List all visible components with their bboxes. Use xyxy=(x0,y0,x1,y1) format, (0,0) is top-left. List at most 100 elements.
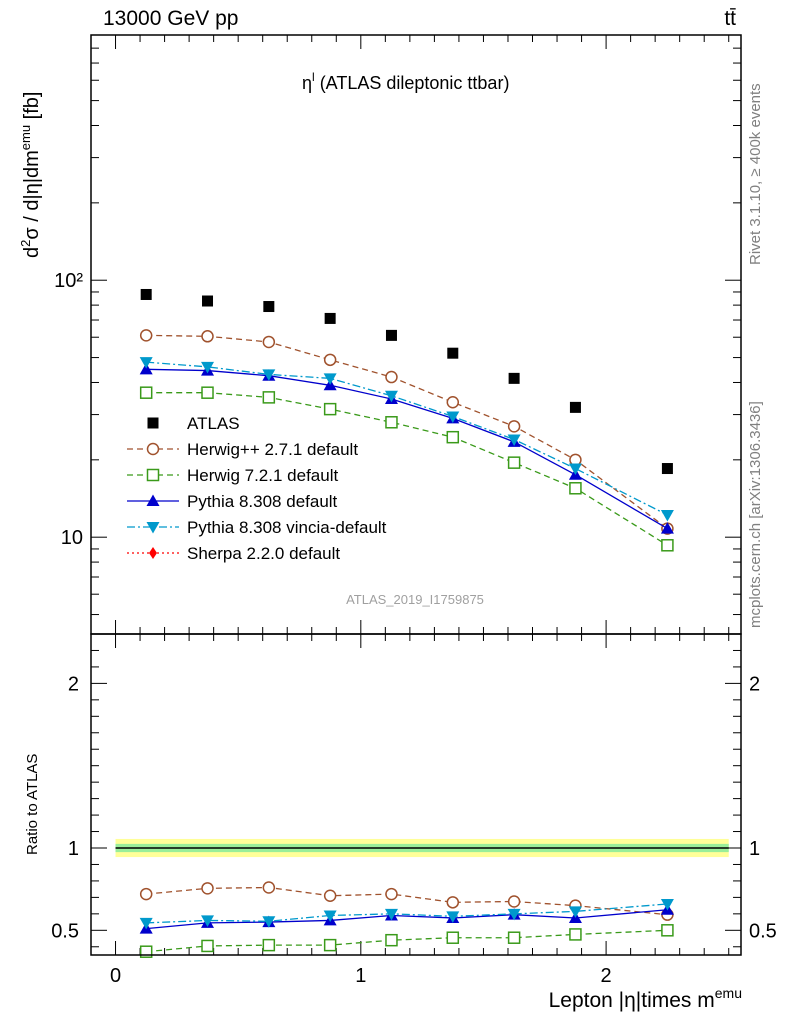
ratio-point-3 xyxy=(507,908,521,921)
ratio-point-1 xyxy=(139,945,153,958)
ratio-y-tick-label-right: 2 xyxy=(749,673,760,695)
ratio-point-1 xyxy=(385,933,398,947)
legend-marker-0 xyxy=(147,417,159,429)
legend-label-3: Pythia 8.308 default xyxy=(187,492,338,511)
ratio-point-0 xyxy=(201,882,214,895)
ratio-point-1 xyxy=(262,938,276,952)
y-tick-label: 10² xyxy=(54,270,83,292)
ratio-point-1 xyxy=(446,931,460,944)
ylabel-mid: σ / d|η|dm xyxy=(21,150,43,239)
legend-marker-3 xyxy=(146,494,160,506)
main-title-sup: l xyxy=(312,70,315,84)
legend-marker-2 xyxy=(146,468,160,482)
ratio-line-1 xyxy=(146,929,668,953)
data-point-4 xyxy=(201,361,215,374)
data-point-2 xyxy=(446,430,460,444)
ratio-panel: 0.5 0.5 1 1 2 2 0 1 2 xyxy=(51,633,777,987)
data-point-0 xyxy=(140,288,152,300)
mcplots-label: mcplots.cern.ch [arXiv:1306.3436] xyxy=(747,401,764,628)
data-point-2 xyxy=(507,456,521,469)
ratio-point-0 xyxy=(507,895,521,908)
main-title: ηl (ATLAS dileptonic ttbar) xyxy=(302,70,509,93)
main-y-axis-label: d2σ / d|η|dmemu [fb] xyxy=(18,92,43,258)
ratio-y-tick-label-right: 0.5 xyxy=(749,920,777,942)
data-point-1 xyxy=(507,420,521,433)
data-point-4 xyxy=(384,390,398,403)
ratio-y-tick-label: 1 xyxy=(68,838,79,860)
data-point-0 xyxy=(661,463,673,475)
legend-label-0: ATLAS xyxy=(187,414,240,433)
ratio-point-1 xyxy=(661,924,674,937)
x-tick-label: 1 xyxy=(355,965,366,987)
ratio-point-3 xyxy=(568,906,582,918)
data-point-2 xyxy=(661,539,674,552)
series-line-4 xyxy=(146,361,668,516)
header-process: 13000 GeV pp xyxy=(103,7,238,30)
data-point-1 xyxy=(323,353,337,367)
series-line-2 xyxy=(146,392,668,546)
legend-label-1: Herwig++ 2.7.1 default xyxy=(187,440,358,459)
data-point-0 xyxy=(385,329,397,341)
data-point-2 xyxy=(323,402,337,416)
ratio-y-tick-label: 2 xyxy=(68,673,79,695)
ylabel-unit: [fb] xyxy=(21,92,43,125)
data-point-4 xyxy=(660,509,674,522)
ratio-point-0 xyxy=(385,887,398,901)
xlabel-main: Lepton |η|times m xyxy=(549,989,715,1012)
data-point-1 xyxy=(262,335,276,349)
legend-marker-5 xyxy=(149,547,157,559)
ylabel-sup-emu: emu xyxy=(18,125,33,150)
data-point-2 xyxy=(385,416,398,429)
data-point-1 xyxy=(139,329,153,342)
data-point-4 xyxy=(507,434,521,446)
ratio-y-axis-label: Ratio to ATLAS xyxy=(24,754,41,855)
xlabel-sup: emu xyxy=(715,985,742,1001)
ratio-point-0 xyxy=(262,881,276,894)
analysis-watermark: ATLAS_2019_I1759875 xyxy=(346,592,484,607)
rivet-label: Rivet 3.1.10, ≥ 400k events xyxy=(747,83,764,265)
data-point-0 xyxy=(202,295,214,307)
data-point-2 xyxy=(139,386,153,399)
legend-marker-4 xyxy=(146,522,160,534)
data-point-0 xyxy=(508,372,520,384)
ratio-point-0 xyxy=(139,887,153,901)
data-point-3 xyxy=(660,522,674,534)
ratio-point-1 xyxy=(569,928,582,941)
data-point-4 xyxy=(262,369,276,381)
ratio-point-3 xyxy=(660,898,674,911)
ratio-point-3 xyxy=(201,915,215,927)
ratio-point-0 xyxy=(446,896,460,909)
main-title-symbol: η xyxy=(302,73,312,93)
data-point-1 xyxy=(385,370,398,384)
ratio-point-0 xyxy=(323,889,337,902)
ratio-point-3 xyxy=(323,910,337,922)
header-ttbar: tt̄ xyxy=(724,7,736,30)
data-point-1 xyxy=(201,330,214,343)
data-point-4 xyxy=(446,411,460,423)
main-title-rest: (ATLAS dileptonic ttbar) xyxy=(315,73,510,93)
ratio-point-1 xyxy=(507,931,521,944)
data-point-2 xyxy=(569,482,582,495)
ratio-point-1 xyxy=(323,938,337,952)
legend-marker-1 xyxy=(146,442,160,456)
ratio-point-3 xyxy=(139,917,153,930)
data-point-4 xyxy=(323,373,337,385)
x-tick-label: 0 xyxy=(110,965,121,987)
data-point-1 xyxy=(446,396,460,409)
main-panel: 10 10² ATLAS Herwig++ 2.7.1 default Herwig 7… xyxy=(54,34,742,635)
ratio-line-0 xyxy=(146,886,668,916)
data-point-4 xyxy=(568,463,582,476)
x-tick-label: 2 xyxy=(601,965,612,987)
ratio-point-1 xyxy=(201,939,214,953)
ratio-y-tick-label-right: 1 xyxy=(749,838,760,860)
ratio-point-3 xyxy=(446,911,460,923)
data-point-0 xyxy=(569,401,581,413)
ratio-point-3 xyxy=(384,908,398,921)
ratio-frame xyxy=(90,633,742,956)
ratio-line-2 xyxy=(146,909,668,930)
x-axis-label: Lepton |η|times memu xyxy=(549,985,742,1012)
data-point-0 xyxy=(324,312,336,324)
ratio-y-tick-label: 0.5 xyxy=(51,920,79,942)
data-point-2 xyxy=(201,386,214,399)
